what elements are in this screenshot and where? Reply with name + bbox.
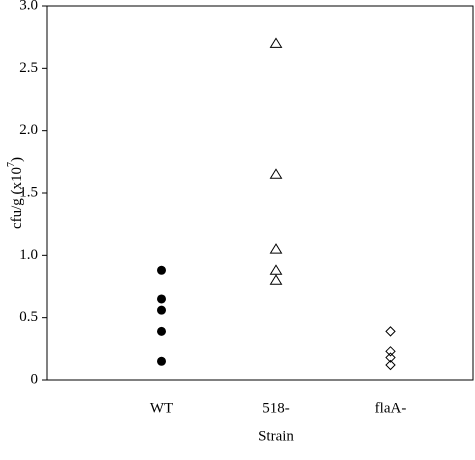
y-label-exponent: 7 (6, 162, 17, 167)
x-tick-label: flaA- (375, 400, 407, 416)
point (385, 326, 396, 337)
y-tick-label: 0 (31, 371, 39, 387)
y-tick-label: 2.5 (19, 60, 38, 76)
point (385, 346, 396, 357)
point (269, 168, 283, 179)
x-tick-label: WT (150, 400, 173, 416)
point (385, 352, 396, 363)
point (269, 264, 283, 275)
point (157, 356, 166, 366)
plot-frame (46, 5, 474, 381)
point (269, 274, 283, 285)
point (157, 305, 166, 315)
point (157, 294, 166, 304)
y-label-text: cfu/g (x10 (9, 167, 25, 229)
y-axis-label: cfu/g (x107) (6, 157, 25, 229)
point (157, 265, 166, 275)
point (385, 359, 396, 371)
y-tick-label: 2.0 (19, 122, 38, 138)
point (269, 243, 283, 254)
point (157, 326, 166, 336)
y-tick-label: 1.0 (19, 247, 38, 263)
y-tick-label: 0.5 (19, 309, 38, 325)
x-tick-label: 518- (262, 400, 290, 416)
y-tick-label: 3.0 (19, 0, 38, 13)
point (269, 37, 283, 48)
x-axis-label: Strain (258, 428, 294, 444)
y-tick-label: 1.5 (19, 184, 38, 200)
y-label-end: ) (9, 157, 25, 162)
